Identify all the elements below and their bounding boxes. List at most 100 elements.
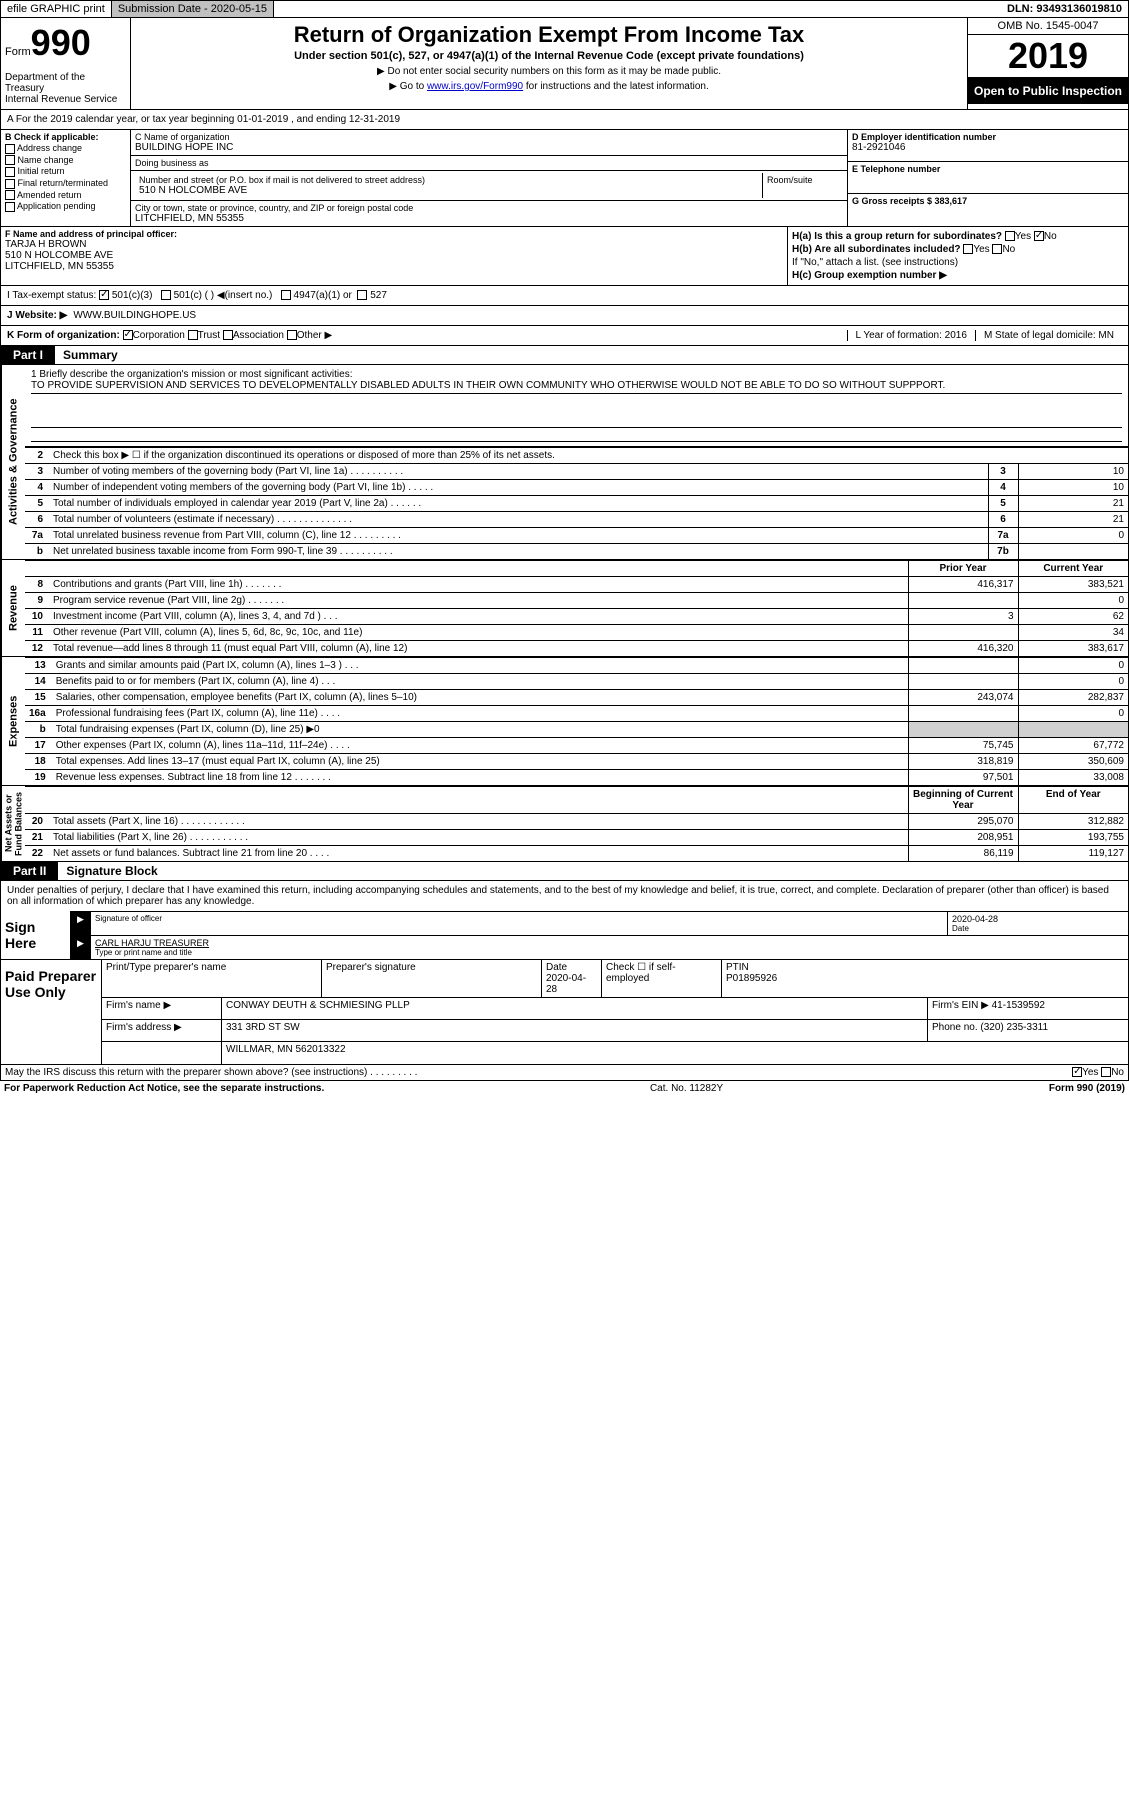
tax-year: 2019 bbox=[968, 35, 1128, 78]
table-row: 7aTotal unrelated business revenue from … bbox=[25, 528, 1128, 544]
cat-no: Cat. No. 11282Y bbox=[650, 1083, 723, 1094]
discuss-no-checkbox[interactable] bbox=[1101, 1067, 1111, 1077]
k-row: K Form of organization: Corporation Trus… bbox=[0, 326, 1129, 346]
gov-section: Activities & Governance 1 Briefly descri… bbox=[0, 365, 1129, 560]
part-i-title: Summary bbox=[55, 346, 126, 364]
top-bar: efile GRAPHIC print Submission Date - 20… bbox=[0, 0, 1129, 18]
dba-label: Doing business as bbox=[135, 158, 843, 168]
section-fh: F Name and address of principal officer:… bbox=[0, 227, 1129, 286]
part-i-label: Part I bbox=[1, 346, 55, 364]
part-ii-label: Part II bbox=[1, 862, 58, 880]
table-row: 9Program service revenue (Part VIII, lin… bbox=[25, 593, 1128, 609]
table-row: 10Investment income (Part VIII, column (… bbox=[25, 609, 1128, 625]
net-section: Net Assets or Fund Balances Beginning of… bbox=[0, 786, 1129, 862]
table-row: 19Revenue less expenses. Subtract line 1… bbox=[25, 770, 1128, 786]
sign-here-label: Sign Here bbox=[1, 911, 71, 959]
gov-tab: Activities & Governance bbox=[1, 365, 25, 559]
table-row: 16aProfessional fundraising fees (Part I… bbox=[25, 706, 1128, 722]
officer-value: TARJA H BROWN 510 N HOLCOMBE AVE LITCHFI… bbox=[5, 239, 783, 272]
table-row: 6Total number of volunteers (estimate if… bbox=[25, 512, 1128, 528]
table-row: 3Number of voting members of the governi… bbox=[25, 464, 1128, 480]
part-ii-title: Signature Block bbox=[58, 862, 165, 880]
table-row: 12Total revenue—add lines 8 through 11 (… bbox=[25, 641, 1128, 657]
part-i-header: Part I Summary bbox=[0, 346, 1129, 365]
addr-value: 510 N HOLCOMBE AVE bbox=[139, 185, 758, 196]
paid-preparer-label: Paid Preparer Use Only bbox=[1, 960, 101, 1064]
period-text: A For the 2019 calendar year, or tax yea… bbox=[7, 114, 400, 125]
city-label: City or town, state or province, country… bbox=[135, 203, 843, 213]
department: Department of the Treasury Internal Reve… bbox=[5, 72, 126, 105]
hb-label: H(b) Are all subordinates included? bbox=[792, 244, 961, 255]
table-row: 14Benefits paid to or for members (Part … bbox=[25, 674, 1128, 690]
mission-block: 1 Briefly describe the organization's mi… bbox=[25, 365, 1128, 447]
arrow-icon: ▶ bbox=[71, 912, 91, 935]
org-name: BUILDING HOPE INC bbox=[135, 142, 843, 153]
discuss-yes-checkbox[interactable] bbox=[1072, 1067, 1082, 1077]
ein-label: D Employer identification number bbox=[852, 132, 1124, 142]
gross-receipts: G Gross receipts $ 383,617 bbox=[852, 196, 1124, 206]
org-name-label: C Name of organization bbox=[135, 132, 843, 142]
net-table: Beginning of Current YearEnd of Year20To… bbox=[25, 786, 1128, 861]
table-row: bNet unrelated business taxable income f… bbox=[25, 544, 1128, 560]
signature-block: Under penalties of perjury, I declare th… bbox=[0, 881, 1129, 960]
checkbox-row: Application pending bbox=[5, 201, 126, 212]
table-row: bTotal fundraising expenses (Part IX, co… bbox=[25, 722, 1128, 738]
table-row: 5Total number of individuals employed in… bbox=[25, 496, 1128, 512]
table-row: 17Other expenses (Part IX, column (A), l… bbox=[25, 738, 1128, 754]
net-tab: Net Assets or Fund Balances bbox=[1, 786, 25, 861]
room-label: Room/suite bbox=[767, 175, 839, 185]
rev-section: Revenue Prior YearCurrent Year8Contribut… bbox=[0, 560, 1129, 657]
officer-label: F Name and address of principal officer: bbox=[5, 229, 783, 239]
rev-tab: Revenue bbox=[1, 560, 25, 656]
gov-table: 2Check this box ▶ ☐ if the organization … bbox=[25, 447, 1128, 559]
form-number: 990 bbox=[31, 22, 91, 63]
warning-line: ▶ Do not enter social security numbers o… bbox=[135, 66, 963, 77]
form-title: Return of Organization Exempt From Incom… bbox=[135, 22, 963, 48]
paperwork-notice: For Paperwork Reduction Act Notice, see … bbox=[4, 1083, 324, 1094]
dln: DLN: 93493136019810 bbox=[1001, 1, 1128, 17]
arrow-icon: ▶ bbox=[71, 936, 91, 959]
city-value: LITCHFIELD, MN 55355 bbox=[135, 213, 843, 224]
col-c: C Name of organization BUILDING HOPE INC… bbox=[131, 130, 848, 226]
exp-tab: Expenses bbox=[1, 657, 25, 785]
checkbox-row: Initial return bbox=[5, 166, 126, 177]
submission-date-button[interactable]: Submission Date - 2020-05-15 bbox=[112, 1, 274, 17]
table-row: 22Net assets or fund balances. Subtract … bbox=[25, 846, 1128, 862]
table-row: 8Contributions and grants (Part VIII, li… bbox=[25, 577, 1128, 593]
table-row: 2Check this box ▶ ☐ if the organization … bbox=[25, 448, 1128, 464]
table-row: 21Total liabilities (Part X, line 26) . … bbox=[25, 830, 1128, 846]
irs-link[interactable]: www.irs.gov/Form990 bbox=[427, 81, 523, 92]
checkbox-row: Name change bbox=[5, 155, 126, 166]
col-de: D Employer identification number 81-2921… bbox=[848, 130, 1128, 226]
phone-label: E Telephone number bbox=[852, 164, 1124, 174]
header-right: OMB No. 1545-0047 2019 Open to Public In… bbox=[968, 18, 1128, 109]
table-row: 20Total assets (Part X, line 16) . . . .… bbox=[25, 814, 1128, 830]
rev-table: Prior YearCurrent Year8Contributions and… bbox=[25, 560, 1128, 656]
preparer-block: Paid Preparer Use Only Print/Type prepar… bbox=[0, 960, 1129, 1065]
efile-label: efile GRAPHIC print bbox=[1, 1, 112, 17]
501c3-checkbox[interactable] bbox=[99, 290, 109, 300]
form-label: Form bbox=[5, 46, 31, 58]
col-b-header: B Check if applicable: bbox=[5, 132, 126, 142]
checkbox-row: Amended return bbox=[5, 190, 126, 201]
section-bcde: B Check if applicable: Address change Na… bbox=[0, 130, 1129, 227]
form-header: Form990 Department of the Treasury Inter… bbox=[0, 18, 1129, 110]
checkbox-row: Final return/terminated bbox=[5, 178, 126, 189]
form-ref: Form 990 (2019) bbox=[1049, 1083, 1125, 1094]
ha-label: H(a) Is this a group return for subordin… bbox=[792, 231, 1002, 242]
part-ii-header: Part II Signature Block bbox=[0, 862, 1129, 881]
omb-number: OMB No. 1545-0047 bbox=[968, 18, 1128, 35]
table-row: 13Grants and similar amounts paid (Part … bbox=[25, 658, 1128, 674]
form-id-block: Form990 Department of the Treasury Inter… bbox=[1, 18, 131, 109]
hb-note: If "No," attach a list. (see instruction… bbox=[792, 257, 1124, 268]
open-public: Open to Public Inspection bbox=[968, 78, 1128, 104]
col-b: B Check if applicable: Address change Na… bbox=[1, 130, 131, 226]
website-value: WWW.BUILDINGHOPE.US bbox=[73, 310, 196, 321]
ein-value: 81-2921046 bbox=[852, 142, 1124, 153]
table-row: 4Number of independent voting members of… bbox=[25, 480, 1128, 496]
tax-status-row: I Tax-exempt status: 501(c)(3) 501(c) ( … bbox=[0, 286, 1129, 306]
hc-label: H(c) Group exemption number ▶ bbox=[792, 270, 947, 281]
bottom-note: For Paperwork Reduction Act Notice, see … bbox=[0, 1081, 1129, 1096]
state-domicile: M State of legal domicile: MN bbox=[975, 330, 1122, 341]
table-row: 18Total expenses. Add lines 13–17 (must … bbox=[25, 754, 1128, 770]
